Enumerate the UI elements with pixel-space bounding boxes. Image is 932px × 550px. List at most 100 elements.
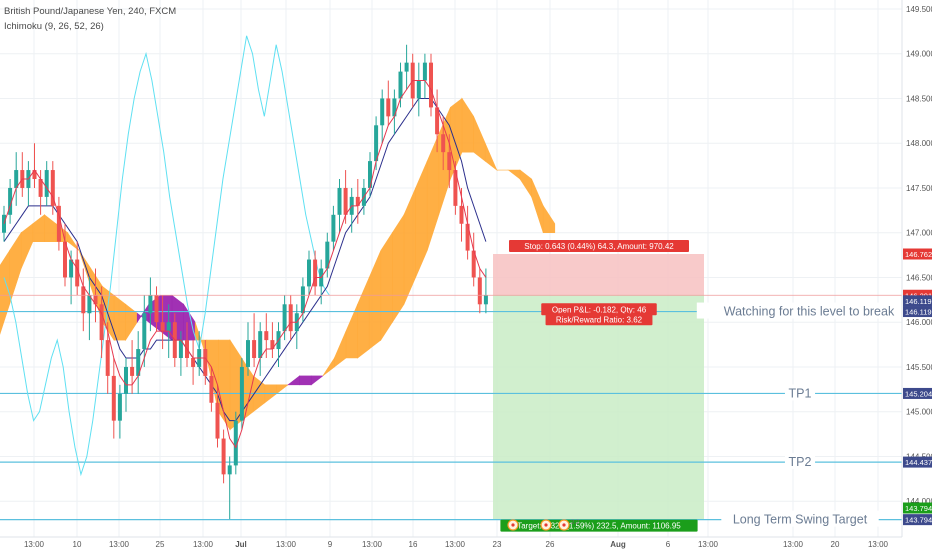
candle-body [203, 349, 208, 376]
price-tag-price [903, 289, 932, 301]
pnl-label: Open P&L: -0.182, Qty: 46 [552, 305, 647, 314]
y-tick-label: 149.500 [906, 5, 932, 14]
cloud-segment [380, 231, 393, 342]
candle-body [447, 152, 452, 171]
candle [209, 366, 214, 412]
y-tick-label: 148.500 [906, 94, 932, 103]
candle-body [87, 295, 92, 314]
x-tick-label: 6 [666, 540, 671, 549]
candle [44, 161, 49, 206]
candle-body [105, 340, 110, 376]
level-tag [903, 295, 932, 307]
candle-body [209, 375, 214, 403]
candle-body [386, 98, 391, 117]
candle-body [56, 205, 61, 242]
candle-body [124, 366, 128, 394]
y-tick-label: 144.000 [906, 497, 932, 506]
cloud-segment [392, 213, 405, 324]
x-tick-label: Aug [610, 540, 626, 549]
candle [313, 250, 318, 296]
candle-body [246, 340, 250, 367]
candle-body [459, 205, 464, 224]
candle-body [465, 223, 470, 251]
price-tag-level [903, 514, 932, 526]
candle-body [130, 366, 135, 376]
x-tick-label: 13:00 [109, 540, 130, 549]
candle-body [44, 170, 49, 197]
candle-body [14, 170, 19, 188]
target-label: Target: 2.325 (1.59%) 232.5, Amount: 110… [517, 522, 681, 531]
x-tick-label: 13:00 [24, 540, 45, 549]
x-tick-label: 25 [156, 540, 165, 549]
candle [288, 295, 293, 341]
candle [56, 196, 61, 251]
candle [252, 313, 257, 367]
candle-body [270, 340, 275, 350]
candle [471, 232, 476, 287]
candle [239, 358, 244, 430]
candle-body [483, 295, 488, 305]
candle-body [191, 358, 196, 367]
level-tag-text: 143.794 [905, 504, 932, 513]
event-markers[interactable]: 2.2 [507, 519, 580, 531]
candle-body [160, 322, 165, 332]
candle [14, 152, 19, 206]
x-tick-label: 13:00 [868, 540, 889, 549]
short-position[interactable] [493, 254, 704, 520]
candle-body [142, 313, 147, 350]
candle-body [111, 375, 116, 421]
price-tag-stop [903, 248, 932, 260]
level-tag [903, 387, 932, 399]
chart-legend: British Pound/Japanese Yen, 240, FXCM Ic… [4, 4, 176, 34]
cloud-segment [484, 143, 498, 171]
candle-body [355, 196, 360, 206]
y-tick-label: 145.500 [906, 363, 932, 372]
target-zone[interactable] [493, 295, 704, 520]
candle [325, 232, 330, 278]
candle-body [325, 241, 330, 269]
x-tick-label: 13:00 [362, 540, 383, 549]
candle [50, 161, 55, 215]
candle [386, 80, 391, 126]
candle [38, 170, 43, 215]
candle [300, 277, 305, 323]
candle-body [374, 125, 379, 162]
candle [32, 143, 37, 188]
candle [63, 223, 67, 287]
candle [81, 268, 86, 332]
candle [282, 295, 287, 341]
x-tick-label: 23 [493, 540, 502, 549]
price-tag-text: 143.794 [905, 516, 932, 525]
price-tag-text: 146.119 [905, 308, 932, 317]
candle [435, 89, 440, 153]
candle-body [477, 277, 482, 305]
y-tick-label: 148.000 [906, 139, 932, 148]
y-tick-label: 146.000 [906, 318, 932, 327]
candle [355, 179, 360, 224]
candle-body [81, 286, 86, 314]
rr-label: Risk/Reward Ratio: 3.62 [556, 315, 643, 324]
y-tick-label: 145.000 [906, 408, 932, 417]
tenkan-line [3, 80, 487, 449]
candle-body [239, 366, 244, 421]
candle-body [337, 187, 342, 215]
candle-body [435, 107, 440, 135]
cloud-segment [542, 204, 556, 233]
x-tick-label: 13:00 [698, 540, 719, 549]
stop-zone[interactable] [493, 254, 704, 296]
cloud-segment [276, 384, 289, 395]
kijun-line [3, 97, 487, 422]
y-tick-label: 146.500 [906, 273, 932, 282]
candle [203, 340, 208, 385]
candle [160, 295, 165, 350]
x-tick-label: 13:00 [783, 540, 804, 549]
candle [142, 295, 147, 367]
x-tick-label: 16 [409, 540, 418, 549]
candle-body [313, 259, 318, 287]
stop-label-bg [509, 240, 689, 253]
candle-body [148, 295, 153, 314]
candle-body [368, 161, 372, 188]
candle-body [422, 62, 427, 81]
x-axis-bg [0, 537, 932, 550]
